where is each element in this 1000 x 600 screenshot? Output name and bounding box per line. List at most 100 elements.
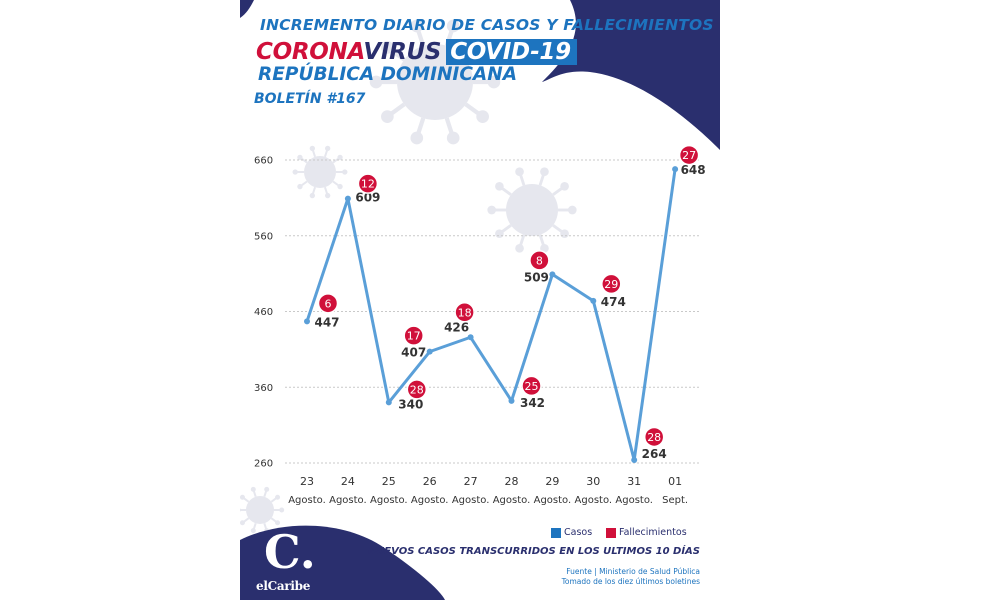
y-axis: 260 360 460 560 660 [254,156,273,470]
footer-caption: NUEVOS CASOS TRANSCURRIDOS EN LOS ULTIMO… [367,546,700,557]
x-tick-day: 26 [423,475,437,488]
virus-decorations [240,19,577,534]
title-line-2: CORONAVIRUS COVID-19 [256,38,577,66]
virus-spike-tip [309,145,316,152]
legend-deaths-swatch [606,527,616,538]
virus-spike-tip [495,229,504,239]
cases-point [672,166,679,173]
virus-icon [487,167,577,253]
cases-point [549,271,556,278]
deaths-badge: 18 [454,302,475,323]
deaths-badge-value: 18 [458,306,472,319]
cases-data-label: 426 [444,320,469,334]
virus-icon [292,145,348,199]
deaths-badge: 28 [406,379,428,400]
virus-spike-tip [381,41,394,54]
cases-data-label: 474 [601,295,626,309]
legend-cases: Casos [551,527,592,538]
deaths-badge-value: 29 [604,278,618,291]
legend-cases-label: Casos [564,527,593,538]
cases-point [344,195,351,202]
virus-spike-tip [297,183,303,190]
virus-spike-tip [487,75,501,89]
deaths-badge-circle [678,144,700,166]
virus-spike-tip [337,154,343,161]
x-tick-month: Agosto. [493,495,531,506]
top-left-accent [240,0,254,18]
grid [285,159,700,464]
deaths-badge-value: 28 [647,431,661,444]
cases-points [304,166,679,463]
cases-data-label: 264 [642,447,667,461]
virus-spike-tip [381,110,394,123]
x-tick-month: Agosto. [452,495,490,506]
y-tick-label: 460 [254,307,273,318]
virus-spike-tip [297,154,303,161]
logo-letter: C. [264,525,316,579]
x-tick-month: Agosto. [411,495,449,506]
y-tick-label: 360 [254,383,273,394]
cases-data-label: 609 [355,191,380,205]
cases-point [631,456,638,463]
virus-spike-tip [410,19,424,33]
bottom-left-navy-corner [240,525,445,600]
deaths-badge: 29 [601,273,622,295]
elcaribe-logo: C. elCaribe [256,527,326,595]
source-line-1: Fuente | Ministerio de Salud Pública [566,567,700,576]
cases-data-label: 342 [520,396,545,410]
x-tick-day: 23 [300,475,314,488]
title-covid-badge: COVID-19 [446,39,577,65]
cases-point [467,334,474,341]
cases-data-label: 648 [681,163,706,177]
virus-spike-tip [275,520,281,526]
deaths-badge: 17 [403,325,424,346]
deaths-badge-value: 8 [536,254,543,267]
virus-spike-tip [264,486,270,492]
deaths-badge-circle [454,302,475,323]
deaths-badge-value: 17 [407,330,421,343]
cases-point [590,297,597,304]
deaths-badge-circle [521,375,542,397]
virus-spike-tip [250,528,256,534]
deaths-badge-value: 6 [325,297,332,310]
x-tick-month: Sept. [662,495,688,506]
legend-cases-swatch [551,527,561,538]
x-tick-month: Agosto. [329,495,367,506]
cases-data-label: 447 [314,315,339,329]
legend-deaths: Fallecimientos [606,527,687,538]
virus-spike-tip [324,145,331,152]
deaths-badge-circle [601,273,622,295]
cases-data-label: 340 [398,397,423,411]
virus-body [304,156,336,188]
title-line-1: INCREMENTO DIARIO DE CASOS Y FALLECIMIEN… [260,16,714,34]
y-tick-label: 560 [254,231,273,242]
source-line-2: Tomado de los diez últimos boletines [561,577,700,586]
bulletin-number: BOLETÍN #167 [254,91,366,107]
cases-series-line [305,168,677,462]
top-right-navy-corner [542,0,720,150]
virus-spike-tip [540,243,549,253]
virus-body [506,184,558,236]
x-tick-day: 29 [545,475,559,488]
deaths-badge-circle [317,293,339,314]
x-tick-day: 27 [464,475,478,488]
deaths-badge-value: 25 [525,380,539,393]
virus-spike-tip [446,131,460,145]
title-corona: CORONA [256,39,364,65]
x-tick-day: 28 [505,475,519,488]
virus-spike-tip [487,205,497,215]
virus-spike-tip [560,181,569,191]
virus-body [246,496,274,524]
y-tick-label: 660 [254,156,273,167]
virus-spike-tip [309,192,316,199]
cases-data-label: 509 [524,270,549,284]
virus-spike-tip [515,243,524,253]
virus-spike-tip [567,205,577,215]
cases-point [508,397,515,404]
x-tick-day: 30 [586,475,600,488]
deaths-badge-circle [643,426,665,448]
virus-spike-tip [476,110,489,123]
x-tick-day: 24 [341,475,355,488]
virus-spike-tip [446,19,460,33]
deaths-badge-circle [357,173,379,194]
